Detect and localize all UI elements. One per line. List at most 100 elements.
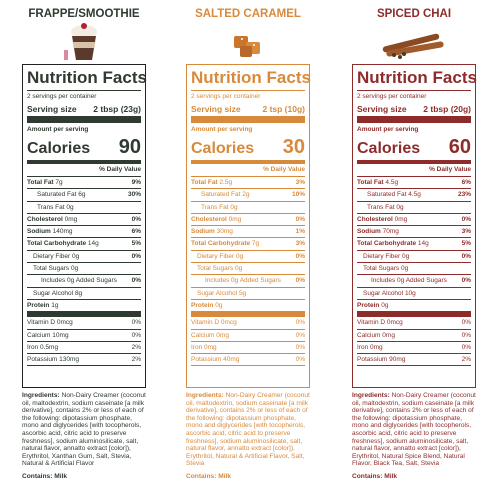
daily-value: 2% [131,356,141,364]
vitamin-row: Potassium 130mg 2% [27,354,141,367]
daily-value: 6% [131,228,141,236]
vitamin: Vitamin D 0mcg [27,317,73,328]
vitamin-row: Vitamin D 0mcg 0% [357,317,471,330]
ingredients: Ingredients: Non-Dairy Creamer (coconut … [186,392,310,468]
calories: Calories 60 [357,136,471,164]
serving-size: Serving size 2 tsp (10g) [191,103,305,115]
panel-title: SPICED CHAI [376,8,452,20]
daily-value: 0% [295,343,305,351]
nutrient-amount: 0mg [394,215,408,223]
vitamin-row: Iron 0mg 0% [191,342,305,355]
nutrient-amount: 0g [72,252,80,260]
nutrient-amount: 30mg [216,228,233,236]
divider [357,90,471,91]
nutrient-amount: 4.5g [408,191,421,199]
nutrient-row: Trans Fat 0g [357,202,471,214]
nutrient-row: Total Sugars 0g [191,263,305,276]
allergens: Contains: Milk [22,472,68,480]
vitamin: Potassium 40mg [191,354,239,365]
daily-value: 0% [295,215,305,223]
nutrient: Saturated Fat 2g [191,189,249,200]
divider [191,90,305,91]
nutrient: Cholesterol 0mg [357,214,407,225]
nutrient-amount: 0g [381,301,389,309]
vitamin-amount: 0mg [204,343,217,351]
nutrient: Total Fat 2.5g [191,177,232,188]
calories: Calories 30 [191,136,305,164]
dv-header: % Daily Value [357,164,471,177]
nutrient-label: Sodium [191,228,215,236]
nutrient-row: Sugar Alcohol 10g [357,288,471,300]
nutrient-row: Cholesterol 0mg 0% [27,214,141,227]
nutrition-heading: Nutrition Facts [357,68,477,87]
daily-value: 5% [461,240,471,248]
calories-label: Calories [191,140,255,157]
nutrient-label: Total Sugars [33,265,70,273]
nutrient-label: Dietary Fiber [363,252,401,260]
nutrient-label: Cholesterol [191,215,227,223]
vitamin-label: Iron [357,343,369,351]
nutrient-row: Dietary Fiber 0g 0% [27,251,141,264]
nutrient-label: Total Fat [191,179,218,186]
nutrient-row: Total Fat 7g 9% [27,177,141,190]
nutrient-label: Trans Fat [201,203,229,211]
ingredients-text: Non-Dairy Creamer (coconut oil, maltodex… [352,392,476,468]
nutrient-row: Includes 0g Added Sugars 0% [357,275,471,288]
nutrient: Saturated Fat 6g [27,189,85,200]
vitamin-row: Vitamin D 0mcg 0% [27,317,141,330]
daily-value: 0% [295,356,305,364]
nutrient-row: Dietary Fiber 0g 0% [357,251,471,264]
vitamin-row: Vitamin D 0mcg 0% [191,317,305,330]
nutrient: Dietary Fiber 0g [191,251,243,262]
nutrient-amount: 0g [400,265,409,273]
nutrient: Protein 0g [357,300,388,311]
nutrient-row: Sodium 30mg 1% [191,226,305,239]
daily-value: 0% [295,252,305,260]
nutrient-row: Protein 0g [357,300,471,313]
nutrient-amount: 0g [402,252,410,260]
vitamin-row: Potassium 90mg 2% [357,354,471,367]
ingredients-label: Ingredients: [22,392,60,399]
vitamin-amount: 0mcg [56,319,73,327]
nutrient: Total Fat 4.5g [357,177,398,188]
nutrient-label: Cholesterol [27,215,63,223]
nutrient-amount: 0g [230,203,238,211]
nutrient: Sodium 70mg [357,226,399,237]
nutrient-label: Saturated Fat [37,191,77,199]
daily-value: 3% [295,240,305,248]
serving-size: Serving size 2 tbsp (23g) [27,103,141,115]
ingredients: Ingredients: Non-Dairy Creamer (coconut … [22,392,146,468]
thick-bar [191,116,305,123]
nutrient-label: Total Carbohydrate [27,240,87,248]
nutrient-label: Protein [191,301,214,309]
vitamin-row: Iron 0.5mg 2% [27,342,141,355]
daily-value: 0% [131,277,141,285]
servings: 2 servings per container [357,93,427,100]
vitamin-amount: 40mg [223,356,240,364]
allergens: Contains: Milk [186,472,232,480]
nutrient: Protein 1g [27,300,58,311]
vitamin: Potassium 130mg [27,354,79,365]
thick-bar [357,116,471,123]
nutrient-row: Saturated Fat 4.5g 23% [357,189,471,202]
nutrient-label: Protein [27,301,50,309]
serving-value: 2 tbsp (20g) [423,104,471,114]
nutrient-row: Saturated Fat 2g 10% [191,189,305,202]
nutrient-amount: 7g [55,179,63,186]
vitamin-amount: 130mg [59,356,80,364]
nutrient-row: Sodium 140mg 6% [27,226,141,239]
daily-value: 0% [131,319,141,327]
nutrient-row: Includes 0g Added Sugars 0% [191,275,305,288]
nutrient: Trans Fat 0g [357,202,404,213]
nutrient: Total Carbohydrate 14g [357,238,429,249]
vitamin-row: Calcium 0mg 0% [357,330,471,342]
amount-per: Amount per serving [191,126,253,133]
nutrient-label: Saturated Fat [367,191,407,199]
nutrient-row: Sodium 70mg 3% [357,226,471,239]
daily-value: 2% [131,343,141,351]
nutrient-label: Sugar Alcohol [363,289,404,297]
product-image [352,22,476,62]
daily-value: 3% [461,228,471,236]
vitamin-amount: 0.5mg [40,343,59,351]
